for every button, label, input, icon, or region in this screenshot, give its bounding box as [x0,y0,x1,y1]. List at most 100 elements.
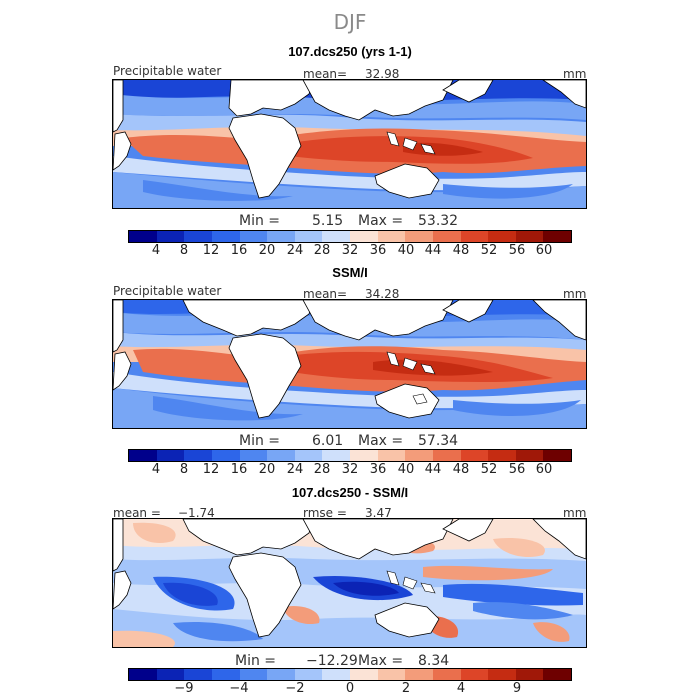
colorbar-segment [322,450,350,461]
colorbar-segment [239,669,268,680]
colorbar-segment [377,231,406,242]
colorbar-segment [129,231,157,242]
colorbar-tick: 60 [535,243,553,258]
colorbar-segment [239,450,268,461]
mean-value: 34.28 [365,287,400,301]
max-value: 8.34 [418,653,450,669]
colorbar-tick: 56 [508,462,526,477]
max-label: Max = [358,213,404,229]
min-label: Min = [235,653,277,669]
min-value: 5.15 [312,213,344,229]
colorbar-tick: 32 [341,462,359,477]
field-label: Precipitable water [113,64,222,78]
figure-title: DJF [333,10,367,34]
colorbar-segment [211,450,240,461]
map-model-field [113,80,586,208]
colorbar-tick: 48 [452,462,470,477]
colorbar-segment [294,231,323,242]
colorbar-tick: 44 [424,243,442,258]
colorbar-segment [515,450,544,461]
colorbar-segment [515,231,544,242]
colorbar-segment [156,669,185,680]
colorbar-segment [211,231,240,242]
colorbar-segment [377,450,406,461]
colorbar-tick: 0 [345,681,355,696]
units-label: mm [563,287,587,301]
colorbar-segment [184,669,212,680]
min-value: 6.01 [312,433,344,449]
colorbar-segment [405,669,433,680]
colorbar-segment [460,231,489,242]
colorbar-segment [322,669,350,680]
colorbar-segment [211,669,240,680]
colorbar-segment [267,231,295,242]
colorbar-tick: 44 [424,462,442,477]
colorbar-segment [405,450,433,461]
colorbar-tick: 56 [508,243,526,258]
max-value: 57.34 [418,433,459,449]
colorbar-tick: 16 [230,462,248,477]
colorbar-tick: 4 [151,462,161,477]
colorbar-tick: 20 [258,243,276,258]
map-diff [112,518,587,648]
colorbar-tick: 16 [230,243,248,258]
colorbar-segment [488,669,516,680]
colorbar-diff [128,668,572,681]
mean-label: mean= [303,67,348,81]
colorbar-segment [294,669,323,680]
colorbar-tick: 24 [286,462,304,477]
colorbar-tick: 40 [397,462,415,477]
panel-title-diff: 107.dcs250 - SSM/I [291,485,409,500]
colorbar-segment [543,669,571,680]
colorbar-tick: 28 [313,462,331,477]
units-label: mm [563,67,587,81]
colorbar-tick: 48 [452,243,470,258]
rmse-value: 3.47 [365,506,392,520]
colorbar-segment [460,669,489,680]
colorbar-segment [350,450,378,461]
colorbar-tick: 52 [480,462,498,477]
colorbar-tick: 20 [258,462,276,477]
field-label: Precipitable water [113,284,222,298]
colorbar-segment [156,450,185,461]
min-value: −12.29 [306,653,358,669]
map-obs [112,299,587,429]
colorbar-tick: 36 [369,243,387,258]
colorbar-segment [543,450,571,461]
colorbar-segment [515,669,544,680]
colorbar-segment [184,450,212,461]
min-label: Min = [239,213,281,229]
colorbar-tick: 12 [202,243,220,258]
panel-title-obs: SSM/I [332,265,368,280]
colorbar-segment [156,231,185,242]
mean-label: mean= [303,287,348,301]
colorbar-segment [488,450,516,461]
colorbar-segment [460,450,489,461]
map-obs-field [113,300,586,428]
max-label: Max = [358,433,404,449]
colorbar-segment [432,669,461,680]
colorbar-tick: 52 [480,243,498,258]
colorbar-segment [239,231,268,242]
colorbar-tick: 4 [151,243,161,258]
colorbar-tick: 4 [456,681,466,696]
colorbar-tick: 40 [397,243,415,258]
mean-value: 32.98 [365,67,400,81]
colorbar-tick: 2 [401,681,411,696]
colorbar-segment [405,231,433,242]
colorbar-tick: 24 [286,243,304,258]
colorbar-segment [350,669,378,680]
colorbar-segment [129,669,157,680]
colorbar-tick: 8 [179,243,189,258]
colorbar-segment [432,231,461,242]
colorbar-segment [377,669,406,680]
colorbar-segment [267,669,295,680]
diff-mean-value: −1.74 [178,506,215,520]
colorbar-segment [267,450,295,461]
min-label: Min = [239,433,281,449]
panel-title-model: 107.dcs250 (yrs 1-1) [288,44,412,59]
max-value: 53.32 [418,213,459,229]
diff-mean-label: mean = [113,506,161,520]
colorbar-segment [488,231,516,242]
colorbar-tick: 60 [535,462,553,477]
